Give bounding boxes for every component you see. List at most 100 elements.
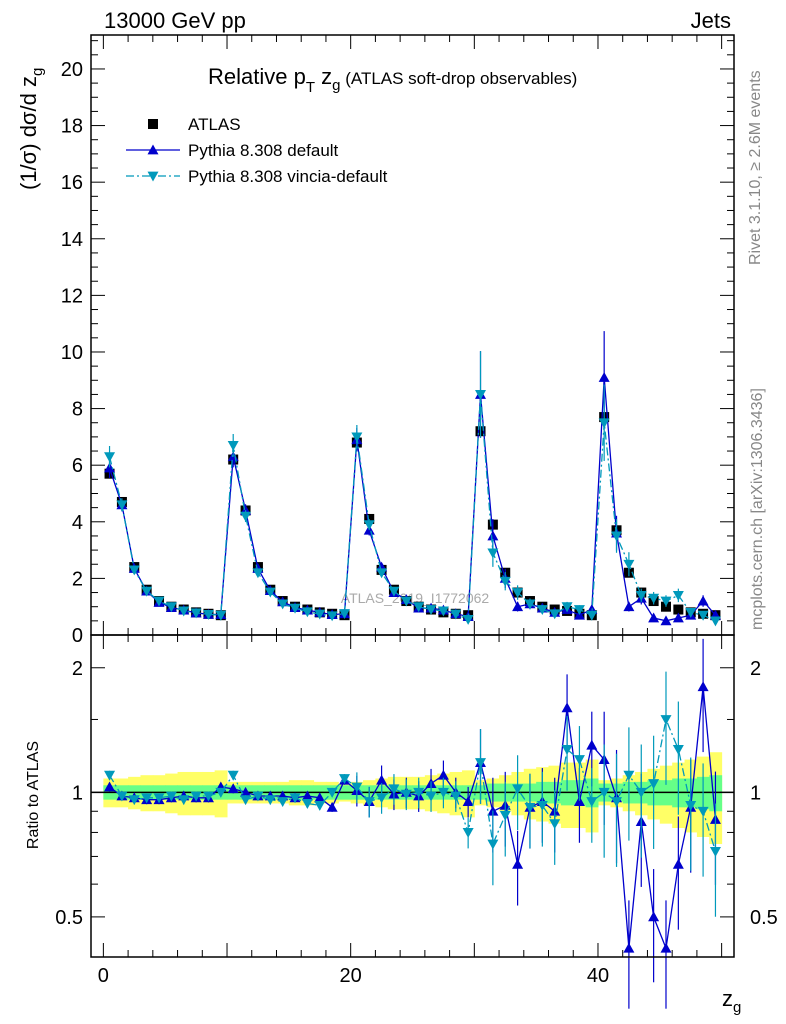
legend: ATLAS Pythia 8.308 default Pythia 8.308 vi…: [126, 115, 388, 186]
data-point: [104, 452, 116, 463]
series-triangle-down: [104, 351, 721, 627]
ratio-point: [672, 858, 684, 869]
data-point: [240, 511, 252, 522]
ratio-line: [109, 686, 717, 951]
ratio-point: [611, 797, 623, 808]
main-ytick-label: 16: [61, 172, 83, 194]
ratio-point: [190, 791, 202, 802]
ratio-ytick-label-right: 2: [750, 658, 761, 680]
ratio-ytick-label: 1: [72, 782, 83, 804]
data-point: [648, 593, 660, 604]
ratio-point: [697, 681, 709, 692]
data-point: [611, 531, 623, 542]
data-point: [376, 568, 388, 579]
ratio-plot-frame: [90, 634, 735, 958]
series-square: [104, 412, 721, 621]
main-ytick-label: 14: [61, 229, 83, 251]
ratio-point: [301, 790, 313, 801]
data-point: [536, 605, 548, 616]
main-ytick-label: 6: [72, 455, 83, 477]
data-point: [648, 612, 660, 623]
data-point: [264, 587, 276, 598]
ratio-point: [536, 800, 548, 811]
data-point: [450, 609, 462, 620]
x-tick-label: 20: [340, 965, 362, 987]
ratio-point: [400, 789, 412, 800]
ratio-point: [425, 791, 437, 802]
ratio-point: [697, 806, 709, 817]
ratio-point: [648, 779, 660, 790]
data-point: [227, 440, 239, 451]
ratio-point: [648, 911, 660, 922]
title-tail: (ATLAS soft-drop observables): [340, 69, 577, 88]
ratio-point: [437, 769, 449, 780]
data-point: [462, 615, 474, 625]
legend-entry: Pythia 8.308 default: [126, 141, 339, 160]
ratio-point: [240, 795, 252, 806]
ratio-point: [685, 800, 697, 811]
ratio-point: [413, 787, 425, 798]
ratio-point: [561, 744, 573, 755]
data-point: [623, 559, 635, 570]
data-point: [660, 596, 672, 607]
main-ytick-label: 18: [61, 116, 83, 138]
series-line: [108, 394, 716, 622]
data-point: [512, 601, 524, 612]
ratio-point: [573, 796, 585, 806]
legend-marker: [147, 144, 159, 155]
x-tick-label: 40: [587, 965, 609, 987]
ratio-point: [128, 795, 140, 806]
x-axis-label-text: z: [722, 986, 733, 1011]
data-point: [128, 565, 140, 576]
ratio-point: [202, 791, 214, 802]
series-triangle-up: [104, 331, 721, 626]
ratio-point: [104, 770, 116, 781]
ratio-point: [338, 774, 350, 785]
main-ytick-label: 8: [72, 399, 83, 421]
data-point: [598, 418, 610, 429]
data-point: [685, 607, 697, 618]
ratio-point: [437, 787, 449, 798]
ratio-point: [561, 702, 573, 713]
ratio-point: [326, 787, 338, 798]
ratio-point: [512, 858, 524, 869]
data-point: [289, 603, 301, 614]
ratio-point: [301, 799, 313, 809]
ratio-point: [598, 787, 610, 798]
x-tick-label: 0: [98, 965, 109, 987]
data-point: [487, 548, 499, 559]
data-point: [351, 432, 363, 443]
ratio-point: [573, 755, 585, 766]
ratio-point: [289, 793, 301, 804]
ratio-point: [376, 774, 388, 785]
ratio-point: [141, 793, 153, 804]
ratio-point: [462, 796, 474, 806]
data-point: [673, 604, 684, 615]
ratio-series: [104, 671, 721, 917]
title-mid: z: [315, 64, 332, 89]
ratio-point: [499, 810, 511, 821]
data-point: [598, 371, 610, 382]
main-ytick-label: 10: [61, 342, 83, 364]
ratio-point: [326, 801, 338, 812]
main-ytick-label: 4: [72, 512, 83, 534]
data-point: [561, 602, 573, 613]
ratio-point: [623, 770, 635, 781]
data-point: [153, 596, 165, 607]
ratio-ytick-label-right: 0.5: [750, 907, 778, 929]
ratio-point: [450, 791, 462, 802]
data-point: [277, 599, 289, 610]
ratio-point: [672, 744, 684, 755]
ratio-ylabel: Ratio to ATLAS: [25, 741, 42, 849]
rivet-label: Rivet 3.1.10, ≥ 2.6M events: [747, 70, 764, 265]
ratio-point: [475, 758, 487, 769]
ratio-point: [351, 782, 363, 793]
data-point: [116, 500, 128, 511]
ratio-ytick-label: 0.5: [55, 907, 83, 929]
data-point: [524, 599, 536, 610]
data-point: [178, 606, 190, 617]
ratio-point: [660, 942, 672, 953]
data-point: [635, 590, 647, 601]
x-axis-label: zg: [722, 986, 741, 1016]
ratio-point: [549, 819, 561, 830]
